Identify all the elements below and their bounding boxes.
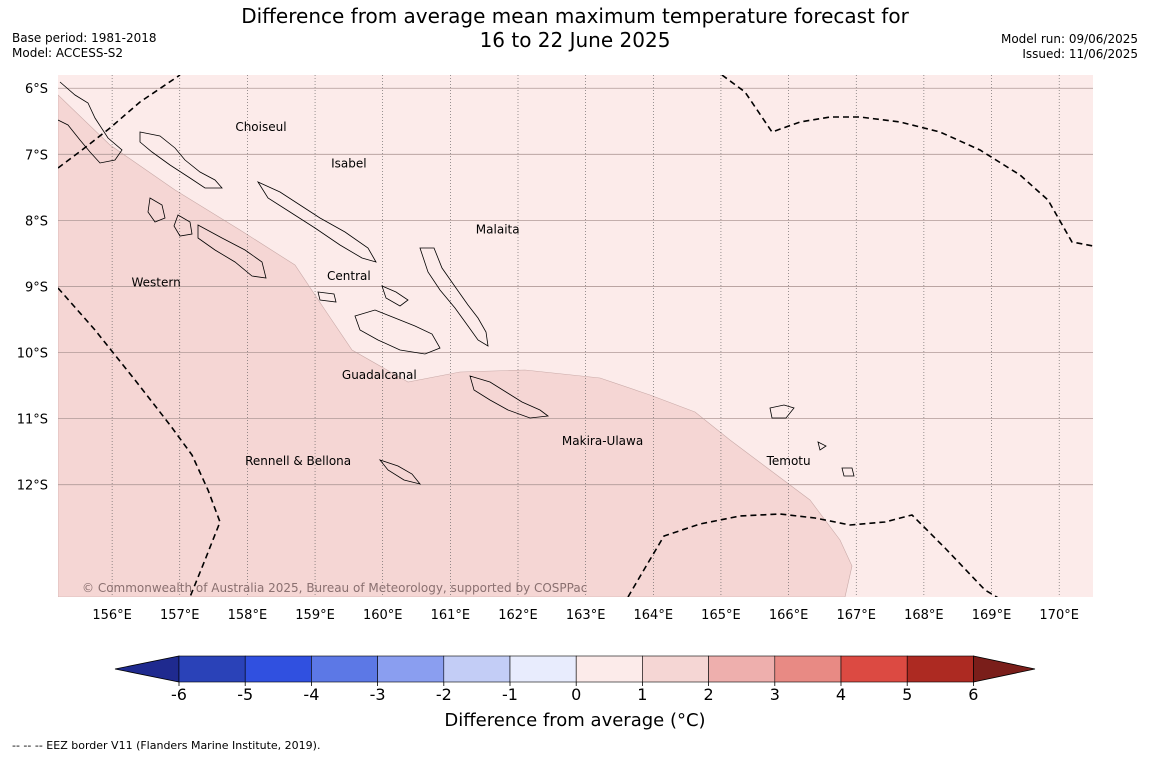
lon-tick-label: 162°E — [498, 608, 538, 623]
lat-tick-label: 9°S — [25, 280, 48, 295]
lon-tick-label: 165°E — [701, 608, 741, 623]
copyright-notice: © Commonwealth of Australia 2025, Bureau… — [82, 581, 587, 595]
nggela-coast — [317, 285, 409, 307]
model-name: Model: ACCESS-S2 — [12, 46, 124, 60]
title-line-2: 16 to 22 June 2025 — [479, 28, 671, 52]
lat-tick-label: 7°S — [25, 148, 48, 163]
santa-cruz-coast — [769, 404, 855, 477]
malaita-coast — [419, 247, 489, 347]
province-label: Guadalcanal — [342, 368, 417, 382]
colorbar-segment — [575, 655, 643, 683]
colorbar-segment — [642, 655, 709, 683]
colorbar-segment — [244, 655, 312, 683]
colorbar-extend-low — [114, 655, 180, 683]
colorbar-segment — [906, 655, 974, 683]
colorbar-tick-label: 4 — [836, 685, 846, 704]
colorbar-segment — [509, 655, 577, 683]
meta-right: Model run: 09/06/2025 Issued: 11/06/2025 — [1001, 32, 1138, 62]
colorbar-tick-label: 0 — [571, 685, 581, 704]
colorbar-extend-high — [973, 655, 1036, 683]
province-label: Temotu — [766, 454, 811, 468]
lon-tick-label: 167°E — [836, 608, 876, 623]
lon-tick-label: 163°E — [566, 608, 606, 623]
colorbar-segment — [443, 655, 511, 683]
map-plot-area: Choiseul Isabel Malaita Western Central Guada… — [58, 75, 1093, 597]
lat-tick-label: 11°S — [17, 413, 48, 428]
colorbar-tick-label: -3 — [370, 685, 386, 704]
colorbar-tick-label: 6 — [968, 685, 978, 704]
province-label: Rennell & Bellona — [245, 454, 351, 468]
axis-tick-labels: 156°E 157°E 158°E 159°E 160°E 161°E 162°E 163°E… — [17, 82, 1079, 623]
colorbar-tick-label: 3 — [770, 685, 780, 704]
lon-tick-label: 157°E — [160, 608, 200, 623]
colorbar-segment — [774, 655, 842, 683]
footer-note: -- -- -- EEZ border V11 (Flanders Marine… — [12, 739, 321, 752]
lon-tick-label: 169°E — [972, 608, 1012, 623]
colorbar-tick-label: -2 — [436, 685, 452, 704]
lat-tick-label: 10°S — [17, 347, 48, 362]
province-label: Western — [131, 275, 180, 289]
lon-tick-label: 158°E — [228, 608, 268, 623]
lon-tick-label: 161°E — [431, 608, 471, 623]
province-labels: Choiseul Isabel Malaita Western Central Guada… — [131, 120, 810, 468]
lon-tick-label: 156°E — [92, 608, 132, 623]
colorbar-tick-label: -1 — [502, 685, 518, 704]
lon-tick-label: 168°E — [904, 608, 944, 623]
colorbar-segment — [708, 655, 776, 683]
colorbar-tick-label: -6 — [171, 685, 187, 704]
colorbar-segment — [311, 655, 378, 683]
issued-date: Issued: 11/06/2025 — [1022, 47, 1138, 61]
eez-south — [627, 513, 999, 597]
province-label: Makira-Ulawa — [562, 434, 643, 448]
makira-coast — [469, 375, 550, 419]
lat-tick-label: 12°S — [17, 479, 48, 494]
isabel-coast — [256, 181, 377, 263]
colorbar-segment — [377, 655, 445, 683]
colorbar-tick-label: -4 — [303, 685, 319, 704]
colorbar-tick-label: 1 — [637, 685, 647, 704]
lat-tick-label: 8°S — [25, 214, 48, 229]
page-title: Difference from average mean maximum tem… — [0, 4, 1150, 52]
lat-tick-label: 6°S — [25, 82, 48, 97]
colorbar-tick-label: 5 — [902, 685, 912, 704]
title-line-1: Difference from average mean maximum tem… — [241, 4, 909, 28]
rennell-coast — [378, 459, 422, 485]
eez-north-west — [58, 75, 181, 169]
graticule — [58, 75, 1093, 597]
colorbar: -6 -5 -4 -3 -2 -1 0 1 2 3 4 5 6 — [114, 655, 1036, 704]
base-period: Base period: 1981-2018 — [12, 31, 157, 45]
province-label: Malaita — [476, 223, 520, 237]
colorbar-tick-label: -5 — [237, 685, 253, 704]
new-georgia-coast — [147, 197, 267, 279]
lon-tick-label: 160°E — [363, 608, 403, 623]
province-label: Choiseul — [235, 120, 286, 134]
province-label: Isabel — [331, 157, 366, 171]
lon-tick-label: 164°E — [634, 608, 674, 623]
colorbar-segment — [178, 655, 246, 683]
colorbar-segment — [840, 655, 908, 683]
colorbar-title: Difference from average (°C) — [444, 710, 706, 731]
province-label: Central — [327, 269, 371, 283]
colorbar-tick-label: 2 — [704, 685, 714, 704]
eez-borders — [58, 75, 1093, 597]
meta-left: Base period: 1981-2018 Model: ACCESS-S2 — [12, 31, 157, 61]
guadalcanal-coast — [354, 309, 441, 355]
lon-tick-label: 159°E — [295, 608, 335, 623]
eez-west — [58, 287, 221, 597]
bougainville-coast — [58, 81, 123, 164]
lon-tick-label: 170°E — [1039, 608, 1079, 623]
choiseul-coast — [139, 131, 223, 189]
lon-tick-label: 166°E — [769, 608, 809, 623]
model-run: Model run: 09/06/2025 — [1000, 32, 1138, 46]
coastlines — [58, 81, 855, 485]
